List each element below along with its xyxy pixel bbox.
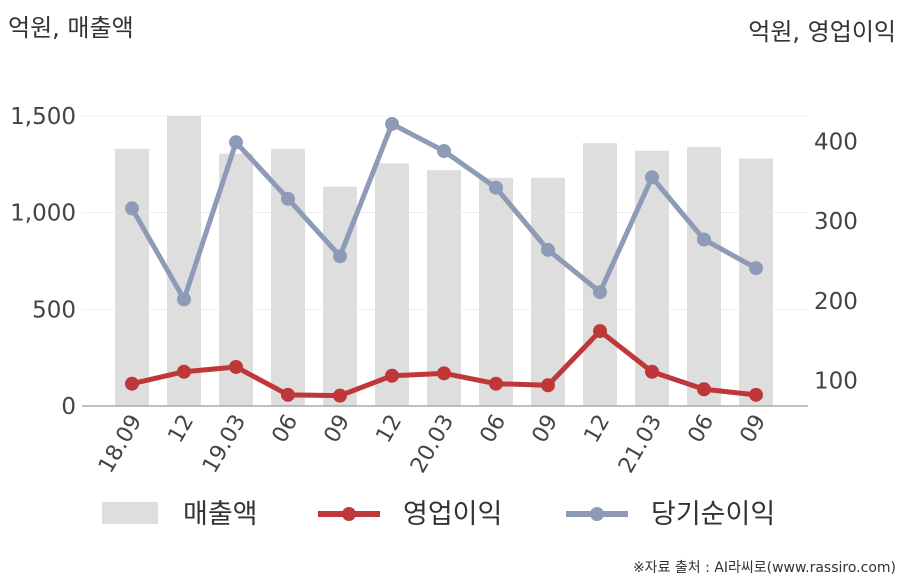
point-net-income bbox=[749, 261, 763, 276]
point-operating-profit bbox=[645, 364, 659, 379]
point-net-income bbox=[177, 292, 191, 307]
point-net-income bbox=[489, 180, 503, 195]
y-axis-left: 0 500 1,000 1,500 bbox=[10, 104, 76, 420]
point-net-income bbox=[281, 191, 295, 206]
bar-revenue bbox=[583, 143, 617, 407]
point-net-income bbox=[437, 144, 451, 159]
x-tick-label: 06 bbox=[476, 411, 512, 448]
legend-marker-net-income bbox=[590, 507, 604, 521]
point-net-income bbox=[593, 285, 607, 300]
source-note: ※자료 출처 : AI라씨로(www.rassiro.com) bbox=[633, 560, 896, 576]
point-operating-profit bbox=[749, 387, 763, 402]
bar-revenue bbox=[687, 146, 721, 406]
x-tick-label: 12 bbox=[580, 411, 616, 448]
point-operating-profit bbox=[333, 388, 347, 403]
point-net-income bbox=[541, 242, 555, 257]
point-net-income bbox=[125, 201, 139, 216]
x-tick-label: 09 bbox=[736, 411, 772, 448]
x-tick-label: 18.09 bbox=[94, 411, 147, 478]
point-operating-profit bbox=[697, 382, 711, 397]
legend: 매출액 영업이익 당기순이익 bbox=[102, 499, 775, 530]
x-tick-label: 09 bbox=[528, 411, 564, 448]
left-axis-unit: 억원, 매출액 bbox=[8, 14, 134, 42]
x-tick-label: 12 bbox=[164, 411, 200, 448]
point-operating-profit bbox=[125, 376, 139, 391]
x-tick-label: 09 bbox=[320, 411, 356, 448]
y-right-tick-label: 400 bbox=[814, 129, 858, 155]
bar-revenue bbox=[479, 177, 513, 406]
point-net-income bbox=[229, 135, 243, 150]
x-tick-label: 06 bbox=[684, 411, 720, 448]
legend-label-operating-profit: 영업이익 bbox=[403, 499, 502, 530]
point-operating-profit bbox=[593, 324, 607, 339]
point-operating-profit bbox=[489, 376, 503, 391]
y-axis-right: 100 200 300 400 bbox=[814, 129, 858, 394]
x-tick-label: 19.03 bbox=[198, 411, 251, 478]
point-operating-profit bbox=[281, 387, 295, 402]
y-right-tick-label: 100 bbox=[814, 369, 858, 395]
point-net-income bbox=[385, 116, 399, 131]
bar-revenue bbox=[739, 158, 773, 406]
line-series bbox=[125, 116, 763, 403]
y-left-tick-label: 1,000 bbox=[10, 201, 76, 227]
legend-marker-operating-profit bbox=[342, 507, 356, 521]
y-left-tick-label: 1,500 bbox=[10, 104, 76, 130]
legend-swatch-revenue bbox=[102, 502, 158, 524]
bar-revenue bbox=[531, 177, 565, 406]
bar-revenue bbox=[115, 148, 149, 406]
right-axis-unit: 억원, 영업이익 bbox=[748, 18, 896, 46]
revenue-bars bbox=[115, 116, 773, 407]
point-operating-profit bbox=[177, 364, 191, 379]
legend-label-net-income: 당기순이익 bbox=[651, 499, 775, 530]
point-net-income bbox=[333, 249, 347, 264]
point-operating-profit bbox=[437, 366, 451, 381]
point-operating-profit bbox=[229, 359, 243, 374]
x-tick-label: 20.03 bbox=[406, 411, 459, 478]
y-right-tick-label: 200 bbox=[814, 289, 858, 315]
point-operating-profit bbox=[541, 378, 555, 393]
legend-label-revenue: 매출액 bbox=[183, 499, 258, 530]
point-net-income bbox=[645, 170, 659, 185]
point-operating-profit bbox=[385, 368, 399, 383]
x-tick-label: 06 bbox=[268, 411, 304, 448]
x-tick-label: 12 bbox=[372, 411, 408, 448]
y-left-tick-label: 500 bbox=[32, 297, 76, 323]
y-left-tick-label: 0 bbox=[61, 394, 76, 420]
bar-revenue bbox=[271, 148, 305, 406]
y-right-tick-label: 300 bbox=[814, 209, 858, 235]
bar-revenue bbox=[375, 163, 409, 406]
x-tick-label: 21.03 bbox=[614, 411, 667, 478]
point-net-income bbox=[697, 232, 711, 247]
